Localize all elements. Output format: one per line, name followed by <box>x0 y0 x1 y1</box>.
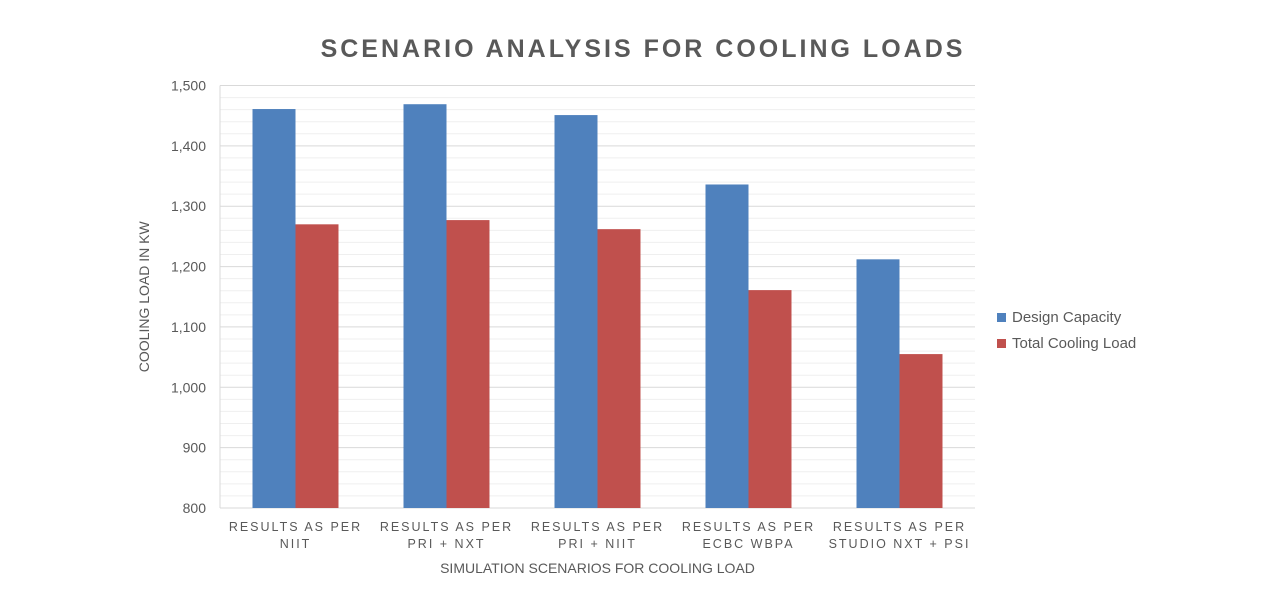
x-tick-label: RESULTS AS PER <box>229 520 362 534</box>
bar-total-cooling-load <box>748 290 792 508</box>
x-tick-label: RESULTS AS PER <box>531 520 664 534</box>
y-tick-label: 1,300 <box>171 198 206 214</box>
legend-label: Design Capacity <box>1012 309 1122 326</box>
bar-total-cooling-load <box>446 220 490 508</box>
bar-design-capacity <box>705 184 749 508</box>
bar-design-capacity <box>252 109 296 509</box>
x-tick-label: PRI + NIIT <box>558 537 637 551</box>
y-tick-label: 1,200 <box>171 259 206 275</box>
bar-design-capacity <box>403 104 447 508</box>
x-tick-label: NIIT <box>280 537 312 551</box>
x-tick-label: RESULTS AS PER <box>682 520 815 534</box>
y-tick-label: 1,000 <box>171 379 206 395</box>
y-axis-title: COOLING LOAD IN KW <box>136 221 152 373</box>
x-tick-label: RESULTS AS PER <box>833 520 966 534</box>
y-tick-label: 800 <box>183 500 207 516</box>
bar-total-cooling-load <box>899 354 943 508</box>
legend-item-design-capacity: Design Capacity <box>997 309 1121 326</box>
legend-swatch <box>997 313 1006 322</box>
x-tick-label: RESULTS AS PER <box>380 520 513 534</box>
y-tick-label: 1,400 <box>171 138 206 154</box>
x-tick-label: STUDIO NXT + PSI <box>829 537 971 551</box>
chart-title: SCENARIO ANALYSIS FOR COOLING LOADS <box>320 35 966 63</box>
x-tick-label: PRI + NXT <box>407 537 485 551</box>
bar-total-cooling-load <box>597 229 641 508</box>
y-tick-label: 1,500 <box>171 78 206 94</box>
y-tick-label: 900 <box>183 440 207 456</box>
bar-design-capacity <box>856 259 900 508</box>
bar-total-cooling-load <box>295 224 339 509</box>
x-tick-label: ECBC WBPA <box>702 537 794 551</box>
legend-label: Total Cooling Load <box>1012 335 1137 352</box>
legend-swatch <box>997 339 1006 348</box>
x-axis-title: SIMULATION SCENARIOS FOR COOLING LOAD <box>440 560 755 576</box>
legend-item-total-cooling-load: Total Cooling Load <box>997 335 1136 352</box>
y-tick-label: 1,100 <box>171 319 206 335</box>
bar-design-capacity <box>554 115 598 508</box>
